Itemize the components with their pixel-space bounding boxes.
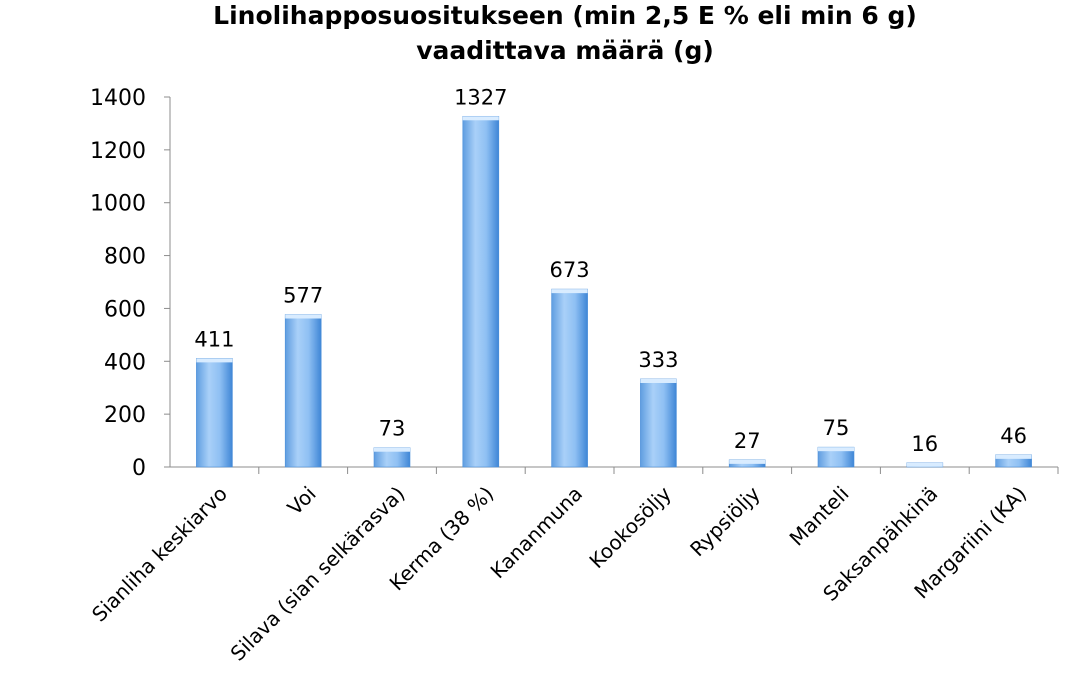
bar	[196, 358, 233, 468]
bar-cap	[374, 447, 410, 452]
bar	[462, 115, 500, 468]
bar	[284, 314, 322, 468]
x-tick-label: Voi	[283, 482, 321, 520]
bar-cap	[729, 459, 766, 464]
bar-cap	[285, 314, 322, 319]
bar-cap	[196, 358, 233, 363]
bar-cap	[818, 447, 854, 452]
data-labels: 411 577 73 1327 673 333 27 75 16 46	[194, 85, 1027, 455]
data-label: 27	[734, 429, 761, 453]
y-tick-label: 400	[104, 350, 146, 375]
y-tick-label: 1000	[90, 192, 146, 217]
x-tick-label: Manteli	[785, 482, 854, 551]
data-label: 1327	[454, 85, 507, 109]
bar-cap	[640, 378, 677, 383]
bars	[196, 115, 1032, 468]
data-label: 46	[1000, 424, 1027, 448]
y-tick-label: 1400	[90, 86, 146, 111]
data-label: 75	[823, 416, 850, 440]
chart-title-line-2: vaadittava määrä (g)	[416, 36, 714, 65]
bar-cap	[995, 454, 1032, 459]
bar	[640, 378, 677, 468]
x-tick-label: Silava (sian selkärasva)	[226, 482, 410, 666]
x-tick-label: Kananmuna	[486, 482, 588, 584]
y-tick-label: 0	[132, 456, 146, 481]
bar-cap	[462, 116, 499, 121]
bar-cap	[551, 289, 588, 294]
x-tick-label: Sianliha keskiarvo	[87, 482, 232, 627]
y-tick-label: 600	[104, 297, 146, 322]
data-label: 411	[194, 327, 234, 351]
y-tick-label: 1200	[90, 139, 146, 164]
chart-title-line-1: Linolihapposuositukseen (min 2,5 E % eli…	[213, 1, 917, 30]
x-tick-label: Rypsiöljy	[685, 481, 765, 561]
bar	[551, 288, 588, 468]
y-tick-label: 200	[104, 403, 146, 428]
data-label: 577	[283, 284, 323, 308]
x-tick-label: Kookosöljy	[584, 481, 676, 573]
bar-cap	[906, 462, 943, 467]
data-label: 73	[379, 417, 406, 441]
data-label: 16	[911, 432, 938, 456]
y-tick-label: 800	[104, 245, 146, 270]
data-label: 333	[638, 348, 678, 372]
data-label: 673	[550, 258, 590, 282]
